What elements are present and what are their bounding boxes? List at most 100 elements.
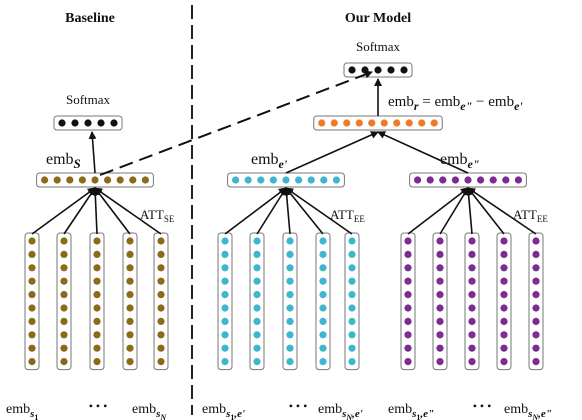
emb-s-column-dot	[28, 277, 36, 285]
emb-s-column-dot	[157, 264, 165, 272]
emb-se-column-dot	[348, 250, 356, 258]
emb-se-column-dot	[286, 264, 294, 272]
emb-e1-layer-dot	[320, 176, 328, 184]
emb-se2-column-dot	[468, 317, 476, 325]
emb-s-column-dot	[60, 277, 68, 285]
emb-s-column-dot	[28, 250, 36, 258]
vector-dots	[28, 66, 540, 366]
att-arrow-baseline	[63, 187, 96, 235]
emb-se2-column-dot	[468, 237, 476, 245]
att-arrow-e2	[467, 187, 505, 235]
att-arrow-e2	[439, 187, 469, 235]
emb-se-column-dot	[253, 264, 261, 272]
emb-se-column-dot	[319, 317, 327, 325]
emb-s-column-dot	[157, 331, 165, 339]
emb-se2-column-dot	[436, 250, 444, 258]
emb-e2-layer-dot	[489, 176, 497, 184]
emb-se2-column-dot	[500, 344, 508, 352]
emb-se2-column-dot	[404, 237, 412, 245]
emb-se-column-dot	[348, 344, 356, 352]
emb-e1-layer-dot	[244, 176, 252, 184]
emb-se2-column-dot	[468, 331, 476, 339]
emb-s-column-dot	[126, 344, 134, 352]
emb-s-column-dot	[126, 264, 134, 272]
baseline-header: Baseline	[65, 11, 115, 26]
emb-se2-column-dot	[532, 277, 540, 285]
att-arrow-e1	[256, 187, 287, 235]
emb-se-column-dot	[221, 331, 229, 339]
emb-se2-column-dot	[436, 304, 444, 312]
emb-e1-layer-dot	[295, 176, 303, 184]
emb-se2-column-dot	[500, 250, 508, 258]
emb-se-column-dot	[286, 344, 294, 352]
arrow-e2-to-r	[377, 131, 469, 174]
emb-se-column-dot	[348, 264, 356, 272]
emb-se2-column-dot	[532, 358, 540, 366]
softmax-label-our-model: Softmax	[356, 39, 401, 54]
emb-e2-layer-dot	[464, 176, 472, 184]
emb-s-layer-dot	[116, 176, 124, 184]
emb-se2-column-dot	[500, 277, 508, 285]
att-ee-label-right: ATTEE	[513, 207, 548, 224]
emb-se-column-dot	[286, 331, 294, 339]
emb-sN-label: embsN	[132, 402, 167, 420]
emb-se-column-dot	[253, 277, 261, 285]
emb-se2-column-dot	[468, 264, 476, 272]
emb-s-column-dot	[157, 237, 165, 245]
softmax-baseline-dot	[71, 119, 79, 127]
emb-e1-layer-dot	[269, 176, 277, 184]
emb-se-column-dot	[221, 277, 229, 285]
emb-se-column-dot	[286, 358, 294, 366]
emb-s-column-dot	[60, 344, 68, 352]
emb-se2-column-dot	[532, 344, 540, 352]
emb-s-column-dot	[157, 317, 165, 325]
emb-se-column-dot	[253, 250, 261, 258]
emb-se-column-dot	[319, 277, 327, 285]
att-arrow-e1	[285, 187, 324, 235]
emb-se2-column-dot	[436, 358, 444, 366]
emb-se2-column-dot	[532, 291, 540, 299]
emb-e2-layer-dot	[477, 176, 485, 184]
emb-r-layer-dot	[368, 119, 376, 127]
emb-e2-layer-dot	[439, 176, 447, 184]
emb-s-layer-dot	[91, 176, 99, 184]
arrow-e1-to-r	[285, 131, 379, 174]
emb-se2-column-dot	[404, 344, 412, 352]
emb-e1-layer-dot	[332, 176, 340, 184]
softmax-baseline-dot	[58, 119, 66, 127]
emb-s-column-dot	[60, 331, 68, 339]
emb-e2-layer-dot	[414, 176, 422, 184]
emb-s-column-dot	[126, 237, 134, 245]
emb-se-column-dot	[286, 291, 294, 299]
att-arrow-e1	[224, 187, 287, 235]
emb-se2-column-dot	[532, 304, 540, 312]
emb-s-layer-dot	[53, 176, 61, 184]
emb-r-layer-dot	[355, 119, 363, 127]
emb-s-layer-dot	[66, 176, 74, 184]
ellipsis-baseline: • • •	[89, 399, 108, 413]
emb-s-column-dot	[60, 237, 68, 245]
emb-se2-column-dot	[404, 291, 412, 299]
emb-se-column-dot	[221, 358, 229, 366]
emb-se-column-dot	[286, 277, 294, 285]
emb-e1-layer-dot	[282, 176, 290, 184]
emb-se2-column-dot	[436, 237, 444, 245]
emb-e2-layer-dot	[514, 176, 523, 184]
emb-se-column-dot	[253, 344, 261, 352]
emb-s-column-dot	[28, 237, 36, 245]
emb-se2-column-dot	[500, 291, 508, 299]
emb-s-column-dot	[157, 358, 165, 366]
emb-se-column-dot	[319, 237, 327, 245]
emb-s-column-dot	[126, 304, 134, 312]
emb-s-label: embS	[46, 151, 81, 171]
softmax-our-model-dot	[400, 66, 408, 74]
emb-se2-column-dot	[500, 358, 508, 366]
emb-s-column-dot	[157, 304, 165, 312]
emb-s-column-dot	[28, 291, 36, 299]
emb-se-column-dot	[221, 291, 229, 299]
emb-s-column-dot	[60, 250, 68, 258]
emb-s-column-dot	[126, 331, 134, 339]
emb-se-column-dot	[348, 331, 356, 339]
emb-se-column-dot	[221, 264, 229, 272]
